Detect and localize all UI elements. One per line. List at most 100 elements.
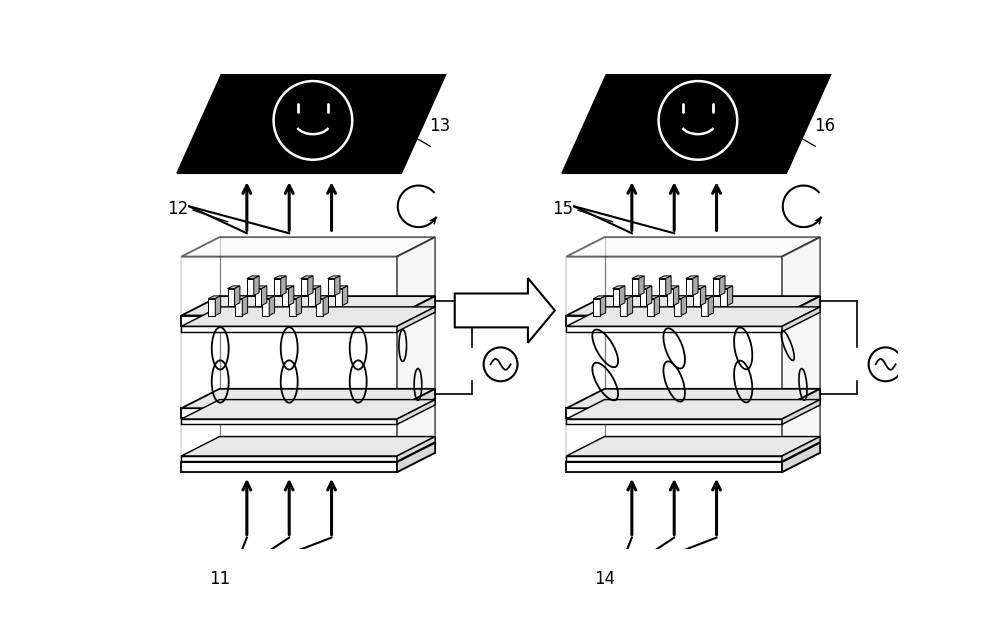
Polygon shape [335,276,340,296]
Polygon shape [397,400,435,424]
Polygon shape [782,443,820,472]
Polygon shape [681,296,687,315]
Polygon shape [335,286,348,289]
Polygon shape [646,286,652,305]
Polygon shape [181,326,397,332]
Polygon shape [700,286,706,305]
Polygon shape [335,289,342,305]
Polygon shape [323,296,328,315]
Polygon shape [674,299,681,315]
Polygon shape [627,296,633,315]
Polygon shape [289,299,296,315]
Polygon shape [613,286,625,289]
Polygon shape [720,276,725,296]
Polygon shape [674,296,687,299]
Polygon shape [566,419,782,424]
Polygon shape [181,462,397,472]
Polygon shape [566,437,820,456]
Polygon shape [666,289,673,305]
Polygon shape [289,296,302,299]
Polygon shape [308,276,313,296]
Polygon shape [593,299,600,315]
Polygon shape [255,289,261,305]
Polygon shape [397,296,435,326]
Polygon shape [281,276,286,296]
Polygon shape [181,443,435,462]
Polygon shape [215,296,221,315]
Polygon shape [782,389,820,418]
Polygon shape [566,443,820,462]
Polygon shape [620,296,633,299]
Polygon shape [397,389,435,418]
Polygon shape [639,276,644,296]
Polygon shape [342,286,348,305]
Polygon shape [620,299,627,315]
Circle shape [484,347,518,381]
Polygon shape [566,257,782,472]
Polygon shape [316,296,328,299]
Polygon shape [566,237,820,257]
Polygon shape [566,307,820,326]
Polygon shape [282,289,288,305]
Polygon shape [782,307,820,332]
Polygon shape [288,286,294,305]
Polygon shape [308,289,315,305]
Polygon shape [566,326,782,332]
Polygon shape [632,276,644,278]
Text: 14: 14 [594,569,615,588]
Polygon shape [181,437,435,456]
Polygon shape [562,68,834,173]
Text: 13: 13 [429,117,451,135]
Polygon shape [181,257,397,472]
Polygon shape [693,286,706,289]
Polygon shape [659,278,666,296]
Polygon shape [686,276,698,278]
Polygon shape [647,296,660,299]
Polygon shape [640,289,646,305]
Circle shape [869,347,903,381]
Text: 12: 12 [167,200,188,218]
Polygon shape [620,286,625,305]
Polygon shape [713,278,720,296]
Polygon shape [296,296,302,315]
Polygon shape [255,286,267,289]
Polygon shape [600,296,606,315]
Polygon shape [566,408,782,418]
Polygon shape [566,456,782,462]
Polygon shape [181,408,397,418]
Polygon shape [235,286,240,305]
Polygon shape [455,278,555,343]
Polygon shape [181,389,435,408]
Polygon shape [566,389,820,408]
Polygon shape [654,296,660,315]
Polygon shape [708,296,713,315]
Polygon shape [701,296,713,299]
Polygon shape [720,286,733,289]
Polygon shape [316,299,323,315]
Polygon shape [566,315,782,326]
Polygon shape [659,276,671,278]
Polygon shape [181,419,397,424]
Polygon shape [181,237,435,257]
Text: 16: 16 [814,117,835,135]
Polygon shape [181,400,435,419]
Polygon shape [727,286,733,305]
Polygon shape [397,437,435,462]
Polygon shape [315,286,321,305]
Polygon shape [269,296,275,315]
Polygon shape [397,443,435,472]
Polygon shape [613,289,620,305]
Polygon shape [673,286,679,305]
Polygon shape [181,315,397,326]
Polygon shape [720,289,727,305]
Polygon shape [262,296,275,299]
Polygon shape [397,307,435,332]
Polygon shape [328,278,335,296]
Text: 11: 11 [209,569,231,588]
Polygon shape [181,296,435,315]
Polygon shape [566,296,820,315]
Polygon shape [177,68,449,173]
Polygon shape [693,276,698,296]
Polygon shape [282,286,294,289]
Polygon shape [274,276,286,278]
